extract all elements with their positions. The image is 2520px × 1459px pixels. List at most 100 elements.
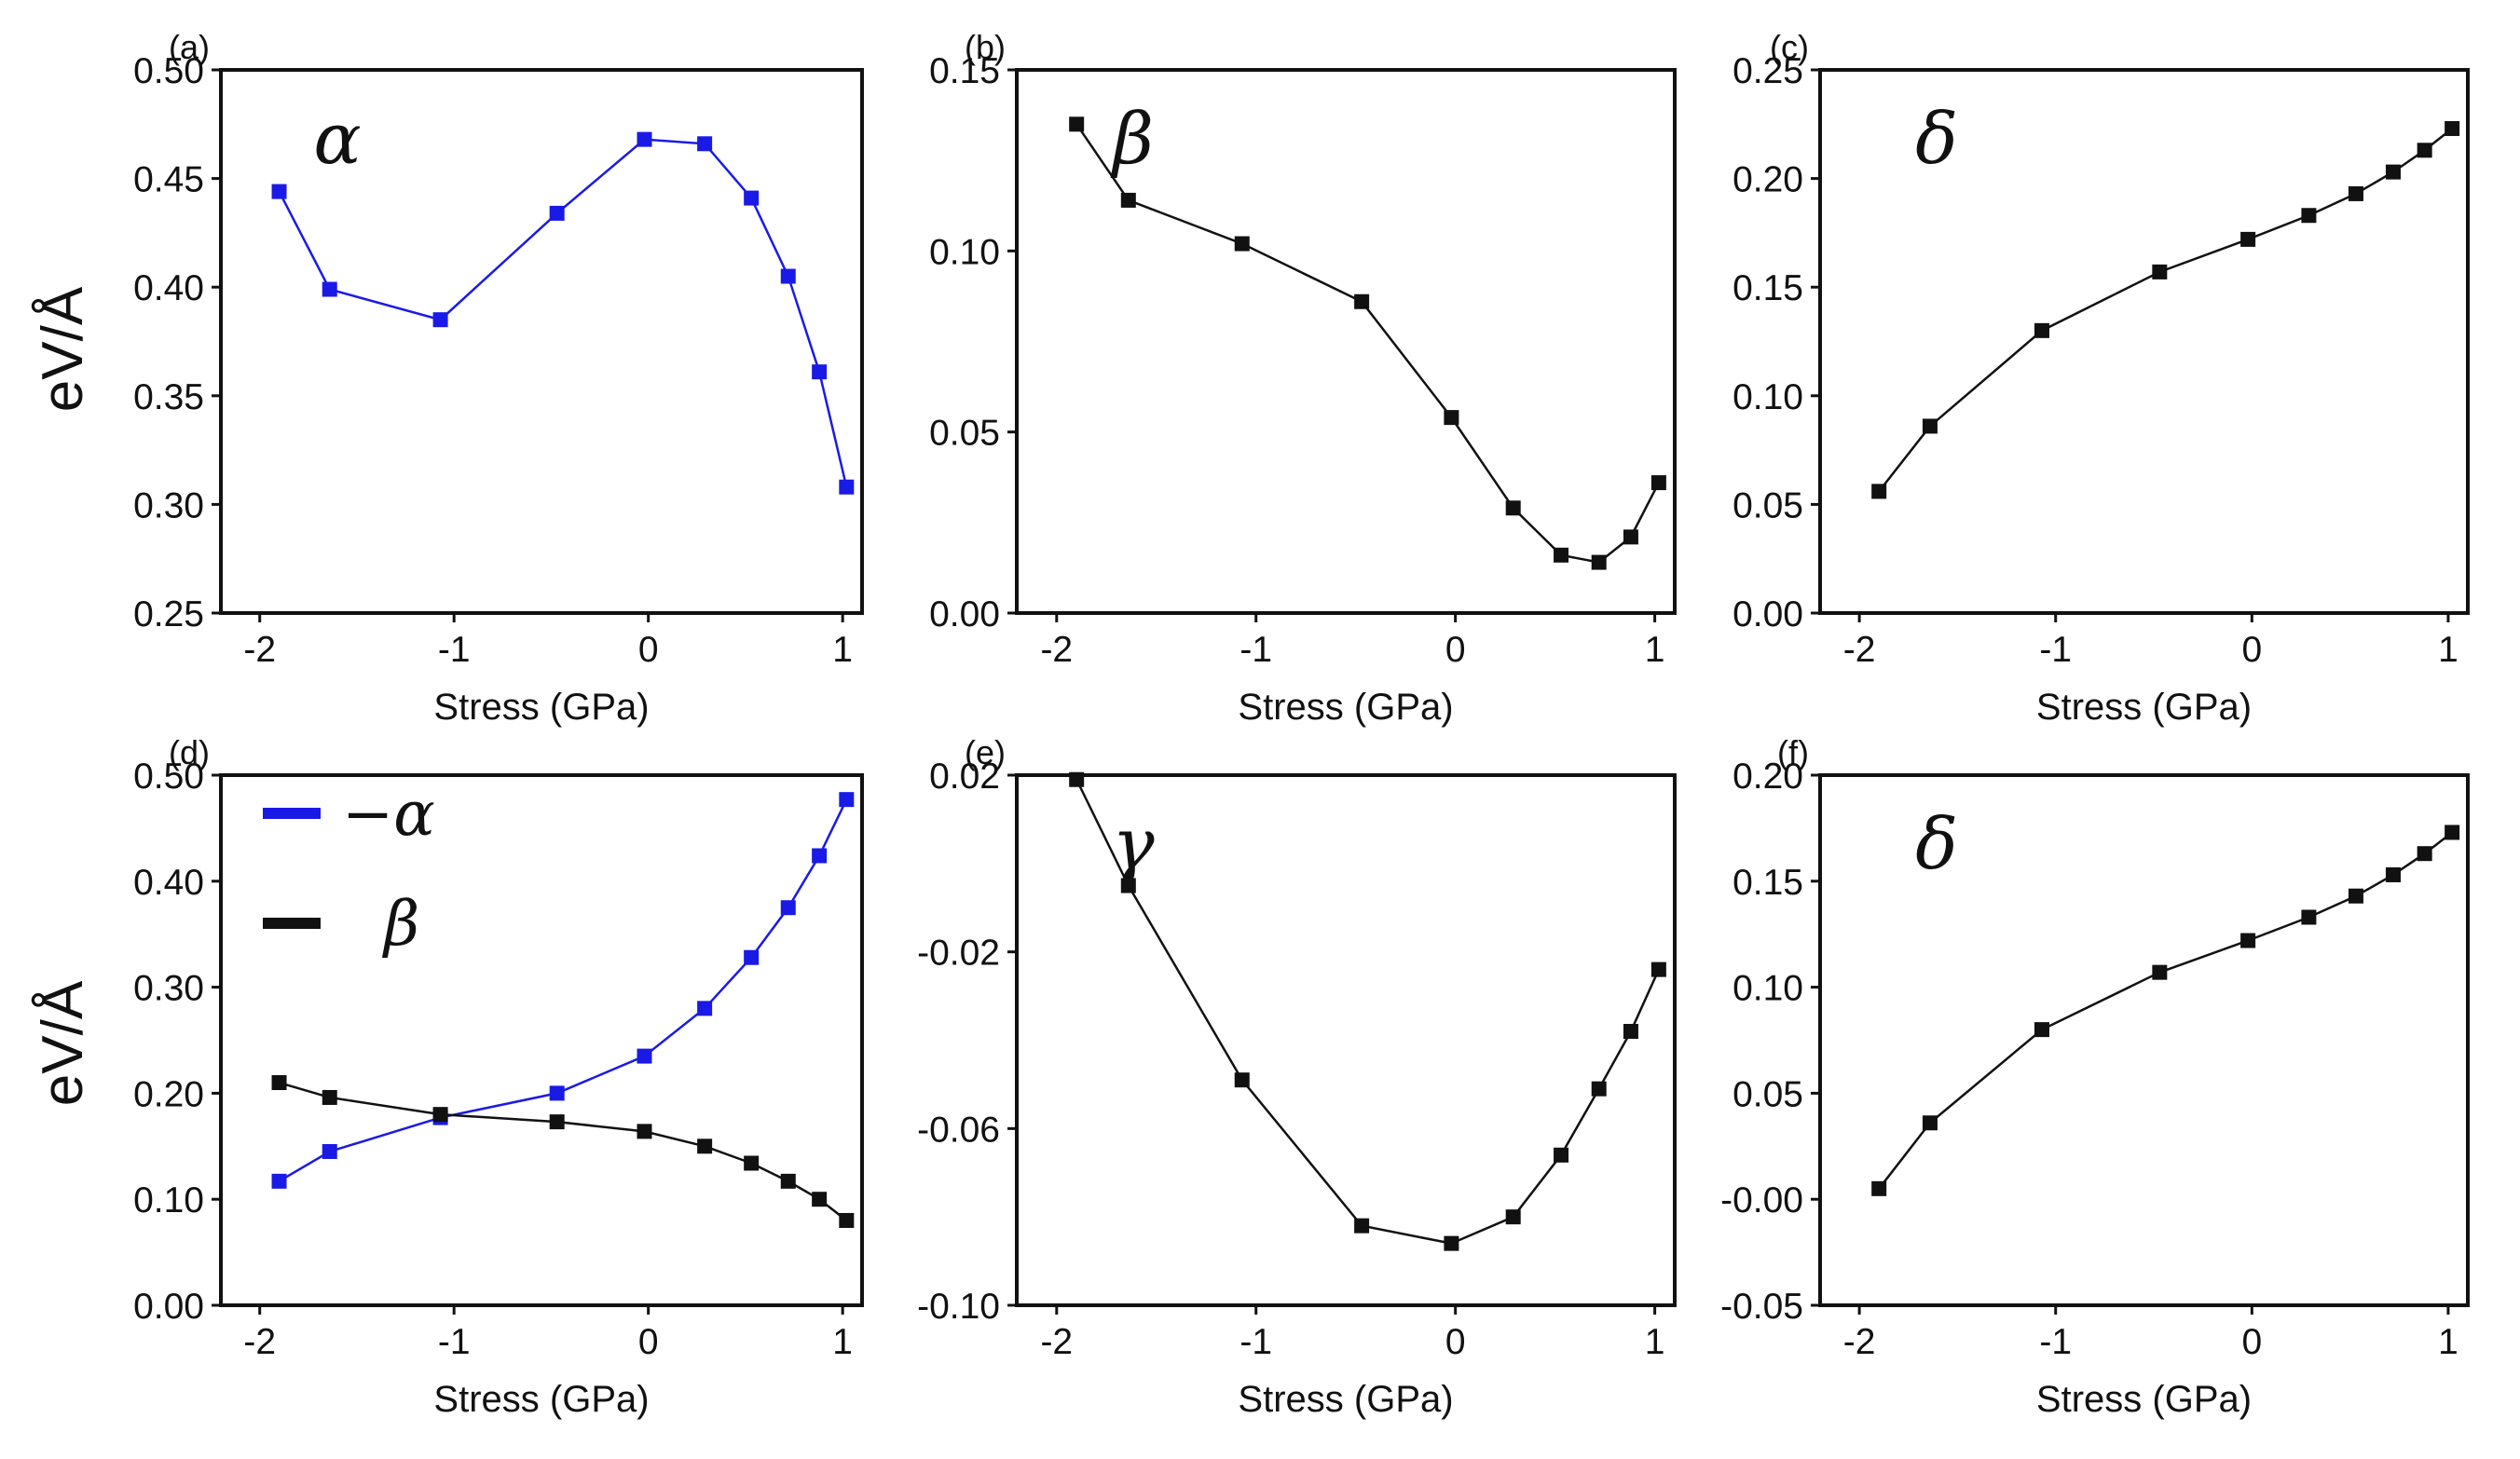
y-tick-label: -0.05	[1720, 1287, 1803, 1327]
y-tick-label: 0.05	[1732, 1074, 1803, 1114]
series-line-0	[1878, 831, 2453, 1190]
data-point	[744, 190, 760, 206]
data-point	[1591, 554, 1607, 570]
x-tick-label: -2	[243, 630, 276, 670]
y-tick-label: 0.10	[929, 232, 1000, 272]
y-tick-label: 0.35	[133, 377, 204, 417]
x-tick-label: 0	[638, 1322, 659, 1362]
legend-swatch	[263, 918, 321, 929]
series-line-0	[1075, 123, 1660, 564]
y-tick-label: 0.05	[929, 414, 1000, 454]
plot-frame	[1015, 773, 1677, 1307]
x-tick-label: 1	[2438, 630, 2458, 670]
data-point	[1444, 410, 1459, 426]
panel-b: (b) -2 -1 0 1 0.00 0.05 0.10 0.15 Stress (GPa) β	[929, 28, 1677, 728]
x-tick-label: 1	[1645, 630, 1665, 670]
data-point	[744, 949, 760, 965]
x-tick-label: -1	[438, 630, 471, 670]
data-point	[1069, 771, 1085, 787]
y-tick-label: 0.00	[1732, 594, 1803, 634]
data-point	[271, 1075, 287, 1091]
panel-a: (a) -2 -1 0 1 0.25 0.30 0.35 0.40 0.45 0.50 Stress …	[133, 28, 864, 728]
data-point	[780, 1173, 796, 1189]
data-point	[1234, 236, 1250, 252]
series-line-0	[278, 798, 848, 1182]
legend-label: β	[381, 888, 419, 960]
data-point	[1922, 418, 1938, 434]
panel-label: (a)	[169, 28, 210, 66]
x-tick-label: -1	[1239, 1322, 1272, 1362]
x-axis-title: Stress (GPa)	[1238, 1379, 1453, 1420]
y-tick-label: 0.30	[133, 485, 204, 525]
y-tick-label: 0.40	[133, 863, 204, 903]
data-point	[637, 1124, 652, 1139]
data-point	[322, 1089, 337, 1105]
data-point	[2417, 846, 2432, 862]
panel-annotation: δ	[1915, 802, 1958, 885]
x-tick-label: 1	[832, 1322, 853, 1362]
data-point	[1505, 500, 1521, 516]
data-point	[2417, 143, 2432, 158]
data-point	[812, 1192, 828, 1207]
x-tick-label: -2	[1040, 630, 1073, 670]
y-axis-label-bottom: eV/Å	[31, 980, 95, 1106]
panel-annotation: α	[313, 97, 361, 180]
data-point	[2240, 231, 2256, 247]
x-axis-title: Stress (GPa)	[1238, 687, 1453, 728]
data-point	[1871, 1180, 1887, 1196]
data-point	[432, 1107, 448, 1123]
y-tick-label: -0.10	[917, 1287, 1000, 1327]
data-point	[839, 479, 855, 495]
panel-label: (d)	[169, 733, 210, 771]
x-tick-label: -1	[2039, 1322, 2072, 1362]
panel-annotation: δ	[1915, 97, 1958, 180]
x-axis-title: Stress (GPa)	[433, 687, 649, 728]
y-tick-label: 0.15	[1732, 268, 1803, 308]
data-point	[2445, 825, 2460, 840]
data-point	[697, 1139, 713, 1154]
x-axis-title: Stress (GPa)	[433, 1379, 649, 1420]
series-line-0	[1075, 779, 1661, 1245]
panel-d: (d) -2 -1 0 1 0.00 0.10 0.20 0.30 0.40 0.50 Stress …	[133, 733, 864, 1420]
y-tick-label: 0.10	[1732, 377, 1803, 417]
y-tick-label: 0.45	[133, 160, 204, 200]
data-point	[1354, 1218, 1370, 1234]
y-tick-label: -0.06	[917, 1110, 1000, 1150]
data-point	[2445, 120, 2460, 136]
panel-label: (b)	[965, 28, 1006, 66]
panel-f: (f) -2 -1 0 1 -0.05 -0.00 0.05 0.10 0.15 0.20 Stres…	[1720, 733, 2470, 1420]
data-point	[1650, 961, 1666, 977]
data-point	[780, 268, 796, 284]
panel-label: (f)	[1777, 733, 1809, 771]
data-point	[1234, 1072, 1250, 1088]
y-tick-label: 0.40	[133, 268, 204, 308]
panel-annotation: γ	[1112, 802, 1155, 885]
data-point	[549, 1114, 565, 1130]
x-tick-label: -2	[1040, 1322, 1073, 1362]
x-tick-label: 0	[2241, 1322, 2262, 1362]
legend-swatch	[263, 808, 321, 819]
y-tick-label: 0.30	[133, 969, 204, 1009]
panel-label: (e)	[965, 733, 1006, 771]
series-line-0	[1878, 127, 2453, 493]
data-point	[2034, 1022, 2049, 1038]
plot-frame	[219, 773, 864, 1307]
data-point	[549, 1085, 565, 1101]
y-axis-label-top: eV/Å	[31, 286, 95, 412]
y-tick-label: 0.25	[133, 594, 204, 634]
x-tick-label: -1	[438, 1322, 471, 1362]
y-tick-label: 0.50	[133, 51, 204, 91]
x-tick-label: -2	[1843, 630, 1876, 670]
x-tick-label: -1	[2039, 630, 2072, 670]
data-point	[2385, 866, 2401, 882]
data-point	[322, 281, 337, 297]
data-point	[1554, 547, 1569, 563]
series-line-0	[278, 138, 848, 488]
data-point	[2034, 322, 2049, 338]
x-tick-label: 1	[832, 630, 853, 670]
y-tick-label: 0.20	[1732, 160, 1803, 200]
legend: −α β	[263, 778, 435, 960]
panel-e: (e) -2 -1 0 1 -0.10 -0.06 -0.02 0.02 Stress (GPa)…	[917, 733, 1677, 1420]
data-point	[549, 205, 565, 221]
plot-frame	[1818, 68, 2470, 615]
